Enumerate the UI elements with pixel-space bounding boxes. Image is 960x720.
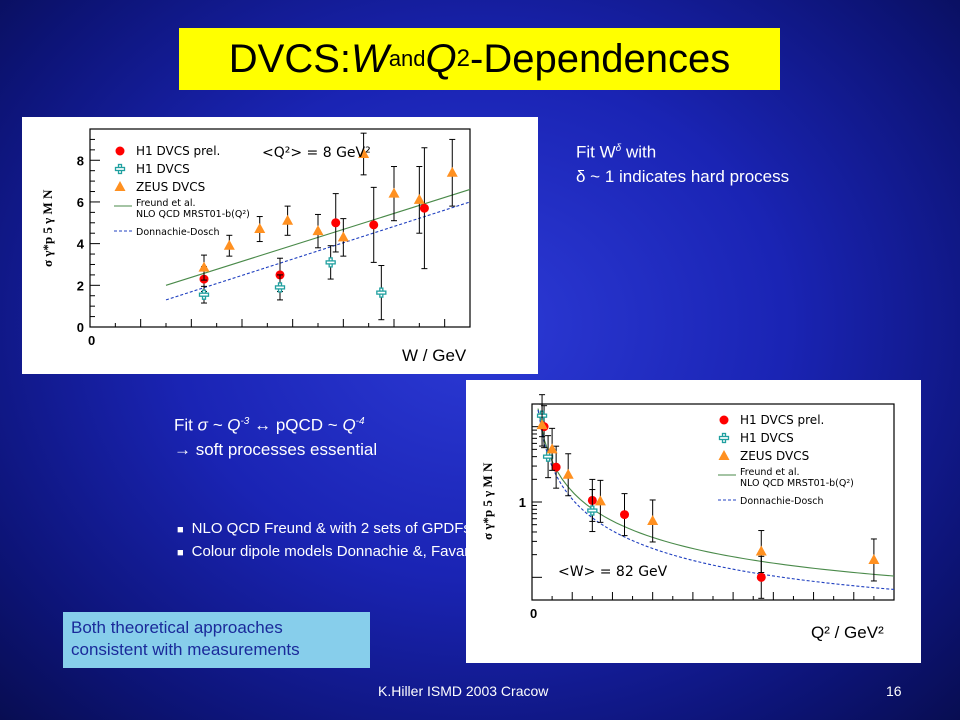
- fit-w-note: Fit Wδ with δ ~ 1 indicates hard process: [576, 137, 789, 189]
- q2-dependence-chart: 1 0 σ γ*p 5 γ M N Q² / GeV² H1 DVCS prel. H1 …: [466, 380, 921, 663]
- legend-label: Donnachie-Dosch: [740, 496, 823, 507]
- q2-chart-svg: 1 0 σ γ*p 5 γ M N Q² / GeV² H1 DVCS prel. H1 …: [480, 394, 895, 642]
- legend-label: NLO QCD MRST01-b(Q²): [136, 209, 250, 220]
- legend-label: H1 DVCS: [136, 162, 190, 176]
- legend-label: H1 DVCS prel.: [136, 144, 220, 158]
- cross-hbar: [198, 292, 210, 297]
- legend-marker: [719, 415, 729, 425]
- zeus-point: [254, 223, 266, 234]
- legend-marker: [114, 163, 126, 175]
- h1-prel-point: [419, 203, 429, 213]
- fit-w-line1: Fit Wδ with: [576, 142, 657, 162]
- y-tick-label: 4: [77, 237, 85, 252]
- cross-hbar: [542, 454, 554, 459]
- h1-prel-point: [756, 572, 766, 582]
- zeus-point: [337, 231, 349, 242]
- legend-label: H1 DVCS: [740, 431, 794, 445]
- zeus-point: [358, 148, 370, 159]
- y-axis-label: σ γ*p 5 γ M N: [480, 462, 495, 540]
- zeus-point: [446, 166, 458, 177]
- x-tick-label: 0: [88, 333, 95, 348]
- zeus-point: [388, 187, 400, 198]
- y-tick-label: 2: [77, 278, 84, 293]
- legend-marker: [114, 181, 126, 191]
- footer-author: K.Hiller ISMD 2003 Cracow: [378, 683, 549, 699]
- zeus-point: [223, 239, 235, 250]
- y-axis-label: σ γ*p 5 γ M N: [40, 189, 55, 267]
- legend-label: H1 DVCS prel.: [740, 413, 824, 427]
- cross-hbar: [274, 285, 286, 290]
- legend-label: Donnachie-Dosch: [136, 227, 219, 238]
- cross-hbar: [718, 435, 730, 441]
- h1-prel-point: [369, 220, 379, 230]
- h1-point: [325, 257, 336, 268]
- fit-q-note: Fit σ ~ Q-3 ↔ pQCD ~ Q-4 → soft processe…: [174, 410, 377, 462]
- w-dependence-chart: 0 2 4 6 8 0 σ γ*p 5 γ M N W / GeV H1 DVCS prel. H…: [22, 117, 538, 374]
- zeus-point: [546, 443, 558, 454]
- zeus-point: [755, 545, 767, 556]
- zeus-point: [282, 214, 294, 225]
- legend-label: Freund et al.: [136, 198, 195, 209]
- zeus-point: [868, 553, 880, 564]
- y-tick-label: 0: [77, 320, 84, 335]
- cross-hbar: [376, 290, 387, 295]
- cross-hbar: [587, 508, 598, 513]
- arrow-icon: →: [174, 439, 191, 459]
- bullet-item: ■ Colour dipole models Donnachie &, Favar…: [177, 543, 488, 560]
- legend-label: Freund et al.: [740, 467, 799, 478]
- zeus-point: [647, 514, 659, 525]
- bullet-icon: ■: [177, 524, 184, 536]
- slide-title: DVCS: W and Q 2 -Dependences: [179, 28, 780, 90]
- fit-w-line2: δ ~ 1 indicates hard process: [576, 166, 790, 186]
- plot-frame: [89, 128, 471, 328]
- x-axis-label: Q² / GeV²: [811, 623, 884, 642]
- w-chart-svg: 0 2 4 6 8 0 σ γ*p 5 γ M N W / GeV H1 DVCS prel. H…: [40, 128, 471, 365]
- h1-prel-point: [620, 510, 630, 520]
- bullet-icon: ■: [177, 547, 184, 559]
- h1-point: [587, 505, 598, 516]
- fit-q-line2: → soft processes essential: [174, 439, 378, 459]
- h1-prel-point: [551, 462, 561, 472]
- h1-prel-point: [331, 218, 341, 228]
- freund-curve: [537, 408, 895, 577]
- cross-hbar: [325, 260, 336, 265]
- h1-point: [198, 289, 210, 300]
- x-tick-label: 0: [530, 606, 537, 621]
- legend-label: NLO QCD MRST01-b(Q²): [740, 478, 854, 489]
- zeus-point: [312, 225, 324, 236]
- y-tick-label: 1: [519, 495, 526, 510]
- zeus-point: [536, 419, 548, 430]
- bullet-item: ■ NLO QCD Freund & with 2 sets of GPDFs: [177, 520, 471, 537]
- legend-marker: [718, 432, 730, 444]
- legend-label: ZEUS DVCS: [136, 180, 205, 194]
- zeus-point: [198, 261, 210, 272]
- legend-marker: [115, 146, 125, 156]
- zeus-point: [562, 468, 574, 479]
- cross-hbar: [114, 166, 126, 172]
- x-axis-label: W / GeV: [402, 346, 467, 365]
- legend-marker: [718, 450, 730, 460]
- y-tick-label: 8: [77, 153, 84, 168]
- donnachie-curve: [537, 409, 895, 591]
- annotation: <Q²> = 8 GeV²: [262, 145, 371, 161]
- legend-label: ZEUS DVCS: [740, 449, 809, 463]
- model-bullets: ■ NLO QCD Freund & with 2 sets of GPDFs ■…: [177, 518, 488, 564]
- fit-q-line1: Fit σ ~ Q-3 ↔ pQCD ~ Q-4: [174, 415, 365, 435]
- zeus-point: [594, 495, 606, 506]
- h1-point: [376, 287, 387, 298]
- slide-number: 16: [886, 683, 902, 699]
- conclusion-box: Both theoretical approaches consistent w…: [63, 612, 370, 668]
- y-tick-label: 6: [77, 195, 84, 210]
- annotation: <W> = 82 GeV: [558, 564, 668, 580]
- h1-point: [274, 282, 286, 293]
- zeus-point: [413, 193, 425, 204]
